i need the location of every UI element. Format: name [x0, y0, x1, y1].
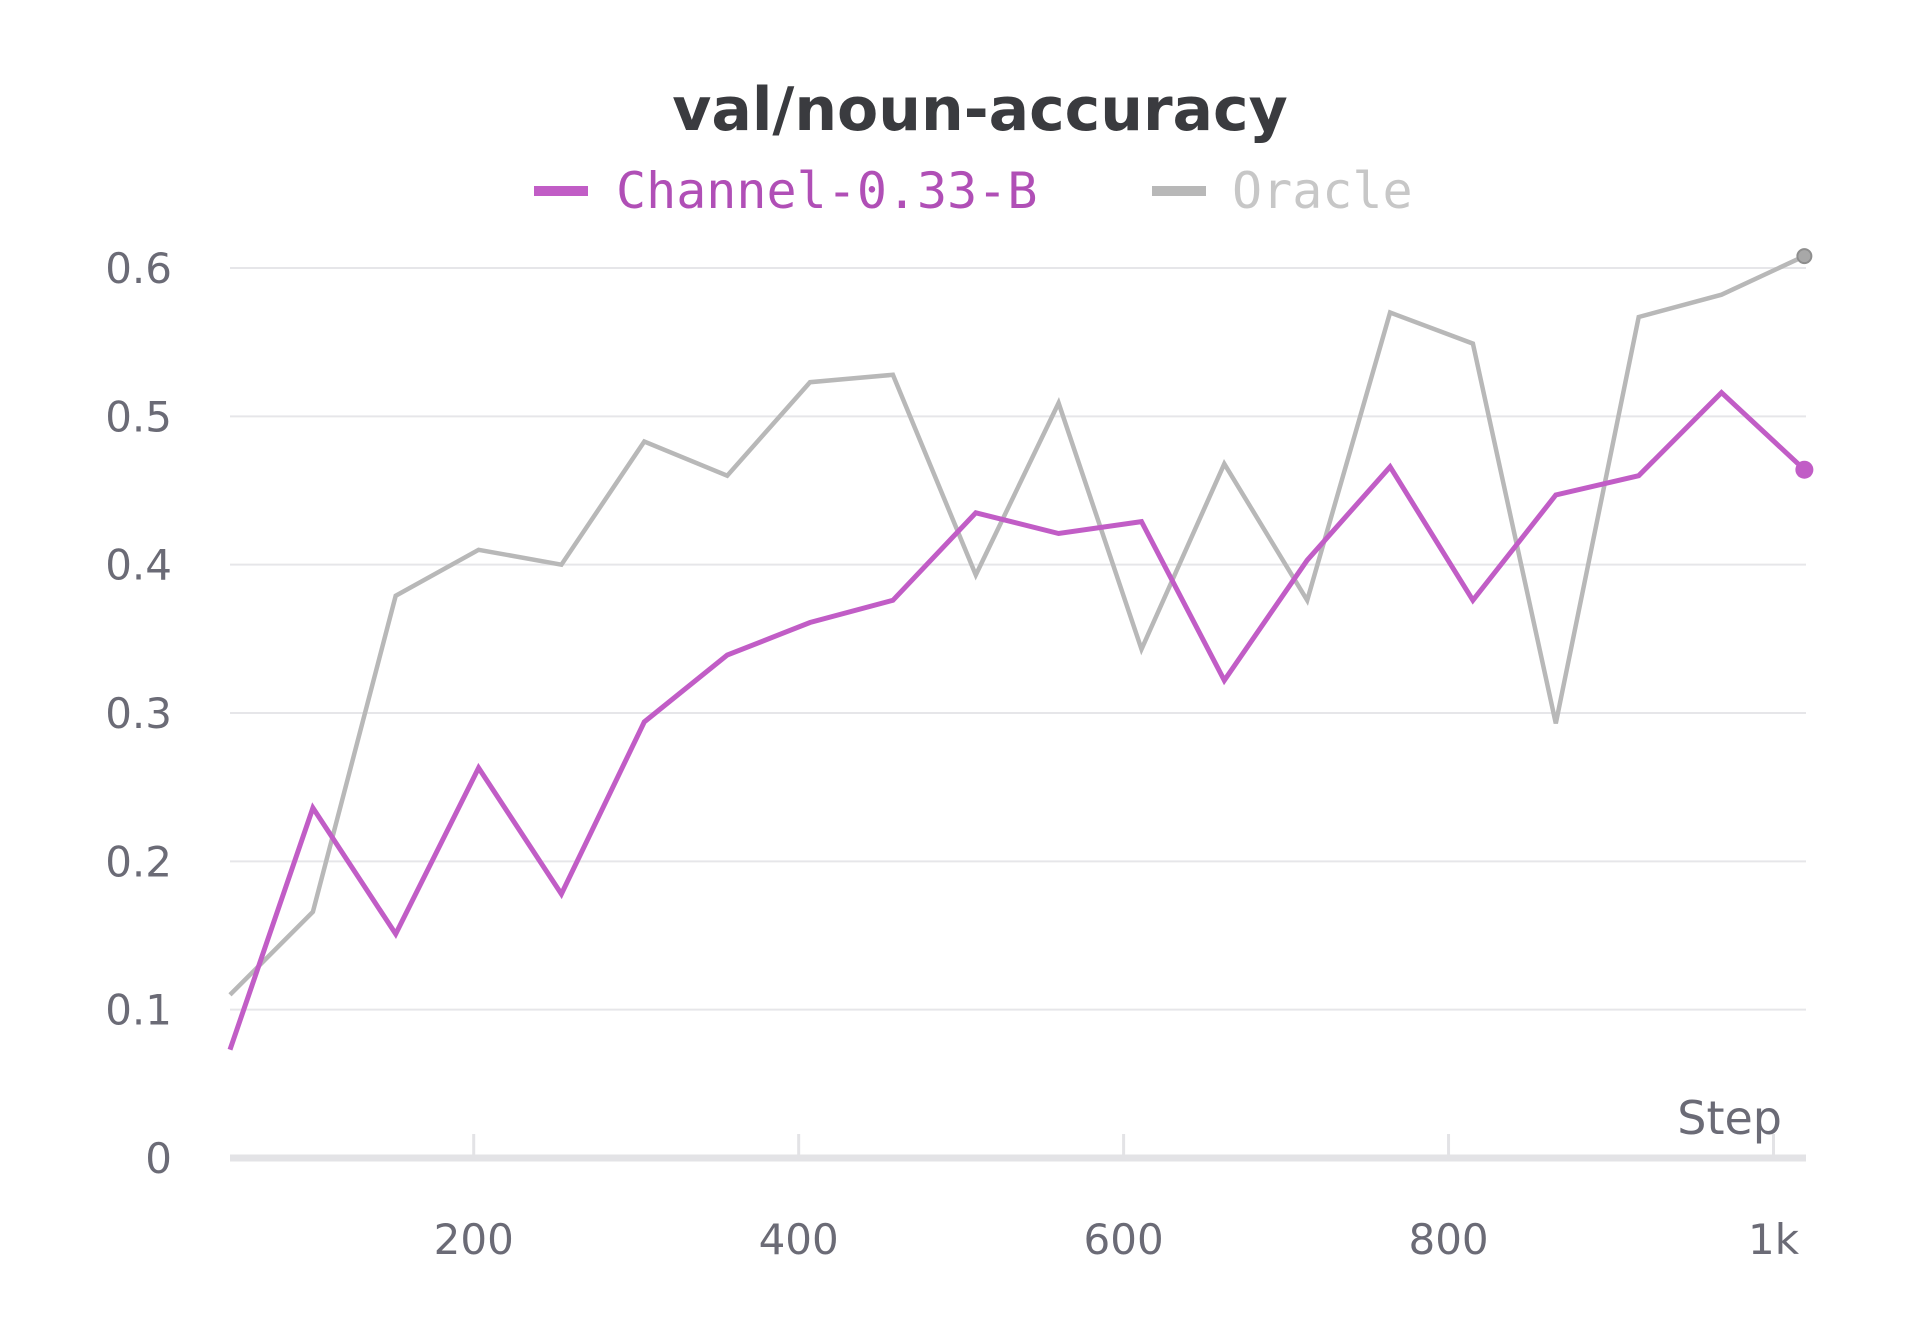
- legend-label: Channel-0.33-B: [616, 162, 1037, 220]
- series-endpoint-oracle: [1796, 248, 1813, 265]
- gridlines: [230, 267, 1806, 1011]
- y-tick-label: 0.2: [105, 837, 172, 886]
- x-tick-label: 800: [1408, 1215, 1488, 1264]
- series-endpoint-channel-0-33-b: [1795, 460, 1814, 479]
- legend-label: Oracle: [1232, 162, 1413, 220]
- y-tick-label: 0.5: [105, 392, 172, 441]
- y-tick-label: 0: [145, 1134, 172, 1183]
- series-line-channel-0-33-b: [227, 389, 1807, 1051]
- y-tick-label: 0.4: [105, 541, 172, 590]
- y-tick-label: 0.1: [105, 986, 172, 1035]
- x-tick-label: 600: [1084, 1215, 1164, 1264]
- x-tick-label: 400: [759, 1215, 839, 1264]
- x-axis-ticks: 200 400 600 800 1k: [434, 1134, 1800, 1264]
- y-axis-ticks: 0 0.1 0.2 0.3 0.4 0.5 0.6: [105, 244, 172, 1183]
- x-tick-label: 1k: [1748, 1215, 1800, 1264]
- series-layer: [227, 248, 1814, 1051]
- chart-title: val/noun-accuracy: [672, 75, 1287, 145]
- x-axis-label: Step: [1677, 1091, 1782, 1145]
- y-tick-label: 0.3: [105, 689, 172, 738]
- y-tick-label: 0.6: [105, 244, 172, 293]
- series-line-oracle: [228, 254, 1806, 997]
- legend: Channel-0.33-B Oracle: [534, 162, 1413, 220]
- x-tick-label: 200: [434, 1215, 514, 1264]
